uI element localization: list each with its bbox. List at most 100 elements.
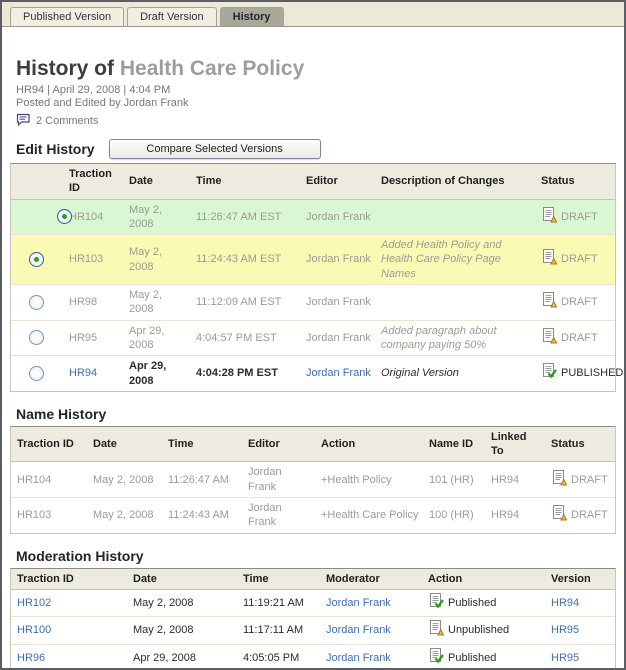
description-cell: Added paragraph about company paying 50% xyxy=(381,324,497,351)
traction-id-link[interactable]: HR102 xyxy=(17,596,52,609)
action-cell: Unpublished xyxy=(422,617,545,643)
time-cell: 4:04:28 PM EST xyxy=(196,367,278,380)
traction-id-cell: HR94 xyxy=(63,363,123,383)
edit-history-row: HR98 May 2, 2008 11:12:09 AM EST Jordan Fra… xyxy=(11,285,615,321)
version-cell: HR95 xyxy=(545,620,615,640)
traction-id-link[interactable]: HR94 xyxy=(69,367,98,380)
draft-status-icon xyxy=(541,292,558,312)
edit-history-heading: Edit History xyxy=(16,141,95,157)
moderator-link[interactable]: Jordan Frank xyxy=(326,596,391,609)
date-cell: Apr 29, 2008 xyxy=(133,651,196,664)
compare-selected-versions-button[interactable]: Compare Selected Versions xyxy=(108,139,321,159)
time-cell: 11:24:43 AM xyxy=(168,509,229,522)
time-cell: 11:26:47 AM xyxy=(168,473,229,486)
time-cell: 11:24:43 AM EST xyxy=(196,253,282,266)
edit-history-row: HR103 May 2, 2008 11:24:43 AM EST Jordan Fr… xyxy=(11,235,615,286)
version-link[interactable]: HR95 xyxy=(551,624,580,637)
status-cell: DRAFT xyxy=(545,467,615,493)
comment-bubble-icon xyxy=(16,113,31,129)
page-title-prefix: History of xyxy=(16,57,120,80)
moderator-cell: Jordan Frank xyxy=(320,593,422,613)
date-cell: Apr 29, 2008 xyxy=(129,360,167,387)
column-header: Version xyxy=(551,572,591,585)
draft-status-icon xyxy=(428,620,445,640)
radio-cell xyxy=(11,363,63,384)
edit-history-row: HR95 Apr 29, 2008 4:04:57 PM EST Jordan Fra… xyxy=(11,320,615,357)
status-cell: DRAFT xyxy=(535,204,615,230)
edit-history-table: Traction ID Date Time Editor Description of … xyxy=(10,163,623,392)
name-history-row: HR103 May 2, 2008 11:24:43 AM Jordan Frank +… xyxy=(11,498,615,533)
status-cell: DRAFT xyxy=(535,325,615,351)
date-cell: Apr 29, 2008 xyxy=(129,324,165,351)
name-history-table-header: Traction ID Date Time Editor Action Name ID Li… xyxy=(11,426,615,463)
traction-id-link[interactable]: HR96 xyxy=(17,651,46,664)
status-cell: DRAFT xyxy=(535,246,615,272)
column-header: Date xyxy=(129,175,153,188)
moderation-history-header-row: Moderation History xyxy=(16,548,616,564)
date-cell: May 2, 2008 xyxy=(129,246,163,273)
edit-history-table-header: Traction ID Date Time Editor Description of … xyxy=(11,164,615,200)
radio-cell xyxy=(11,249,63,270)
moderator-cell: Jordan Frank xyxy=(320,648,422,668)
action-cell: Published xyxy=(422,645,545,668)
editor-cell: Jordan Frank xyxy=(306,331,371,344)
status-cell: PUBLISHED xyxy=(535,360,624,386)
column-header-spacer xyxy=(11,178,63,184)
editor-cell: Jordan Frank xyxy=(306,253,371,266)
version-cell: HR95 xyxy=(545,648,615,668)
moderation-history-row: HR102 May 2, 2008 11:19:21 AM Jordan Frank P… xyxy=(11,589,615,618)
name-id-cell: 101 (HR) xyxy=(429,473,474,486)
name-history-table-body: HR104 May 2, 2008 11:26:47 AM Jordan Frank +… xyxy=(11,462,615,533)
status-label: DRAFT xyxy=(561,210,598,223)
moderator-link[interactable]: Jordan Frank xyxy=(326,624,391,637)
column-header: Linked To xyxy=(491,430,527,458)
edit-history-row: HR104 May 2, 2008 11:26:47 AM EST Jordan Fr… xyxy=(11,199,615,236)
status-label: DRAFT xyxy=(561,253,598,266)
action-label: Unpublished xyxy=(448,624,510,637)
version-select-radio[interactable] xyxy=(29,366,44,382)
page-title: History of Health Care Policy xyxy=(16,57,616,81)
traction-id-cell: HR102 xyxy=(11,593,127,613)
date-cell: May 2, 2008 xyxy=(133,596,194,609)
time-cell: 4:04:57 PM EST xyxy=(196,331,277,344)
column-header: Status xyxy=(541,175,575,188)
column-header: Time xyxy=(243,572,269,585)
column-header: Action xyxy=(428,572,463,585)
moderator-link[interactable]: Jordan Frank xyxy=(326,651,391,664)
name-id-cell: 100 (HR) xyxy=(429,509,474,522)
tab-draft-version[interactable]: Draft Version xyxy=(127,7,217,26)
name-history-header-row: Name History xyxy=(16,406,616,422)
editor-cell: Jordan Frank xyxy=(248,502,282,529)
time-cell: 11:12:09 AM EST xyxy=(196,296,282,309)
column-header: Description of Changes xyxy=(381,175,505,188)
tab-published-version[interactable]: Published Version xyxy=(10,7,125,26)
radio-cell xyxy=(11,206,72,227)
action-label: Published xyxy=(448,596,497,609)
status-label: DRAFT xyxy=(561,331,598,344)
editor-link[interactable]: Jordan Frank xyxy=(306,367,371,380)
column-header: Traction ID xyxy=(17,572,74,585)
column-header: Date xyxy=(133,572,157,585)
draft-status-icon xyxy=(551,469,568,490)
editor-cell: Jordan Frank xyxy=(300,363,375,383)
comments-count-label[interactable]: 2 Comments xyxy=(36,115,99,127)
linked-to-cell: HR94 xyxy=(491,473,520,486)
moderation-history-table: Traction ID Date Time Moderator Action Versio… xyxy=(10,567,616,668)
traction-id-cell: HR96 xyxy=(11,648,127,668)
tab-history[interactable]: History xyxy=(219,7,284,26)
version-select-radio[interactable] xyxy=(29,252,44,268)
edit-history-row: HR94 Apr 29, 2008 4:04:28 PM EST Jordan Fra… xyxy=(11,356,623,391)
version-link[interactable]: HR95 xyxy=(551,651,580,664)
version-select-radio[interactable] xyxy=(29,294,44,310)
traction-id-cell: HR103 xyxy=(69,253,104,266)
traction-id-link[interactable]: HR100 xyxy=(17,624,52,637)
version-select-radio[interactable] xyxy=(29,330,44,346)
version-link[interactable]: HR94 xyxy=(551,596,580,609)
traction-id-cell: HR104 xyxy=(17,473,52,486)
status-label: DRAFT xyxy=(571,509,608,522)
name-history-table: Traction ID Date Time Editor Action Name ID Li… xyxy=(10,425,616,534)
version-select-radio[interactable] xyxy=(57,209,72,225)
name-history-row: HR104 May 2, 2008 11:26:47 AM Jordan Frank +… xyxy=(11,462,615,499)
status-label: DRAFT xyxy=(571,473,608,486)
